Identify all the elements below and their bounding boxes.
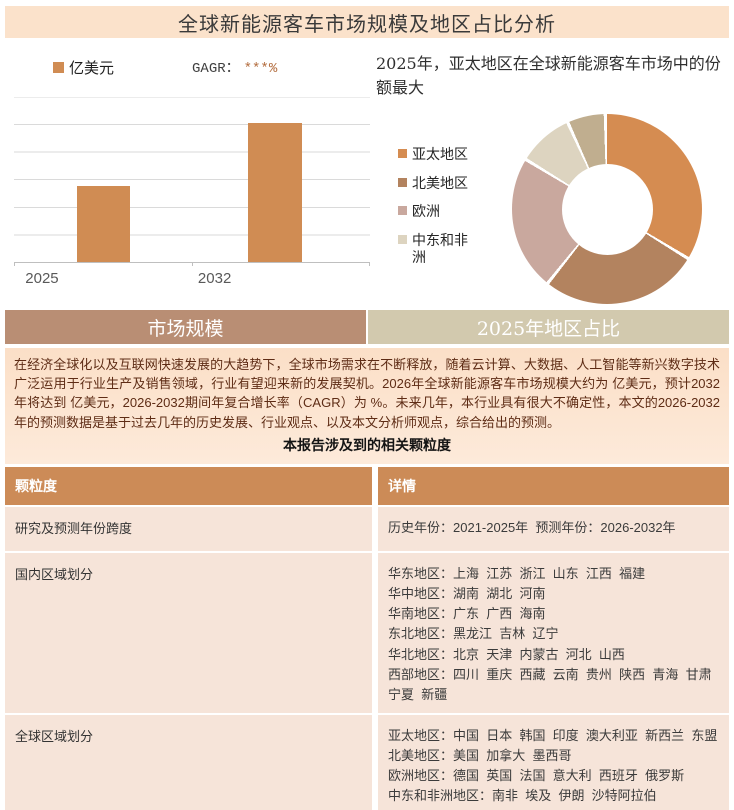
legend-label: 欧洲: [412, 203, 440, 219]
table-row: 全球区域划分 亚太地区：中国 日本 韩国 印度 澳大利亚 新西兰 东盟 北美地区…: [5, 714, 729, 810]
apac-swatch: [398, 149, 407, 158]
north-america-swatch: [398, 177, 407, 187]
legend-label: 中东和非洲: [412, 231, 468, 266]
donut-chart-block: 亚太地区 北美地区 欧洲 中东和非洲: [376, 106, 729, 304]
title-bar: 全球新能源客车市场规模及地区占比分析: [5, 6, 729, 38]
cagr-masked-value: ***%: [243, 61, 278, 77]
page-title: 全球新能源客车市场规模及地区占比分析: [178, 11, 556, 36]
region-share-heading: 2025年，亚太地区在全球新能源客车市场中的份额最大: [376, 54, 721, 97]
summary-paragraph: 在经济全球化以及互联网快速发展的大趋势下，全球市场需求在不断释放，随着云计算、大…: [14, 357, 720, 430]
x-tick-label-2032: 2032: [197, 270, 232, 287]
x-axis-tick: [14, 262, 15, 266]
x-tick-label-2025: 2025: [25, 270, 59, 287]
table-row: 研究及预测年份跨度 历史年份：2021-2025年 预测年份：2026-2032…: [5, 507, 729, 551]
x-axis-labels: 2025 2032: [14, 268, 370, 292]
donut-chart: [512, 114, 702, 304]
charts-row: 亿美元 GAGR： ***% 2025 2032 2025年，亚太地区在全球新能源…: [5, 52, 729, 304]
granularity-table: 颗粒度 详情 研究及预测年份跨度 历史年份：2021-2025年 预测年份：20…: [5, 467, 729, 810]
legend-item-europe: 欧洲: [398, 203, 512, 221]
legend-item-apac: 亚太地区: [398, 146, 512, 164]
row-label: 全球区域划分: [5, 714, 372, 810]
unit-legend-swatch: [53, 61, 64, 73]
region-share-panel: 2025年，亚太地区在全球新能源客车市场中的份额最大 亚太地区 北美地区 欧洲: [372, 52, 729, 304]
cagr-caption: GAGR： ***%: [192, 57, 277, 77]
legend-label: 北美地区: [412, 174, 468, 191]
bar-chart-legend: 亿美元 GAGR： ***%: [53, 56, 372, 78]
bar-plot-area: [14, 97, 370, 266]
row-detail: 历史年份：2021-2025年 预测年份：2026-2032年: [378, 507, 729, 551]
x-axis-tick: [192, 262, 193, 266]
legend-item-mea: 中东和非洲: [398, 232, 512, 267]
legend-label: 亚太地区: [412, 146, 468, 162]
table-caption: 本报告涉及到的相关颗粒度: [283, 436, 451, 453]
row-detail: 华东地区：上海 江苏 浙江 山东 江西 福建 华中地区：湖南 湖北 河南 华南地…: [378, 553, 729, 713]
tab-region-share-2025[interactable]: 2025年地区占比: [368, 310, 729, 344]
bar-2032: [247, 123, 302, 262]
legend-item-north-america: 北美地区: [398, 175, 512, 193]
summary-block: 在经济全球化以及互联网快速发展的大趋势下，全球市场需求在不断释放，随着云计算、大…: [5, 348, 729, 464]
unit-legend-label: 亿美元: [69, 59, 115, 77]
bar-2025: [77, 186, 130, 262]
donut-legend: 亚太地区 北美地区 欧洲 中东和非洲: [376, 106, 512, 304]
europe-swatch: [398, 206, 407, 215]
tab-market-size[interactable]: 市场规模: [5, 310, 366, 344]
donut-hole: [561, 163, 653, 255]
section-tabs: 市场规模 2025年地区占比: [5, 310, 729, 344]
col-header-granularity: 颗粒度: [5, 467, 372, 505]
mea-swatch: [398, 234, 407, 244]
table-header-row: 颗粒度 详情: [5, 467, 729, 505]
report-page: 全球新能源客车市场规模及地区占比分析 亿美元 GAGR： ***% 2025 20…: [0, 6, 734, 810]
row-detail: 亚太地区：中国 日本 韩国 印度 澳大利亚 新西兰 东盟 北美地区：美国 加拿大…: [378, 714, 729, 810]
col-header-detail: 详情: [378, 467, 729, 505]
table-row: 国内区域划分 华东地区：上海 江苏 浙江 山东 江西 福建 华中地区：湖南 湖北…: [5, 553, 729, 713]
x-axis-tick: [369, 262, 370, 266]
row-label: 研究及预测年份跨度: [5, 507, 372, 551]
market-size-bar-chart: 亿美元 GAGR： ***% 2025 2032: [5, 52, 372, 304]
row-label: 国内区域划分: [5, 553, 372, 713]
cagr-label: GAGR：: [192, 61, 240, 77]
